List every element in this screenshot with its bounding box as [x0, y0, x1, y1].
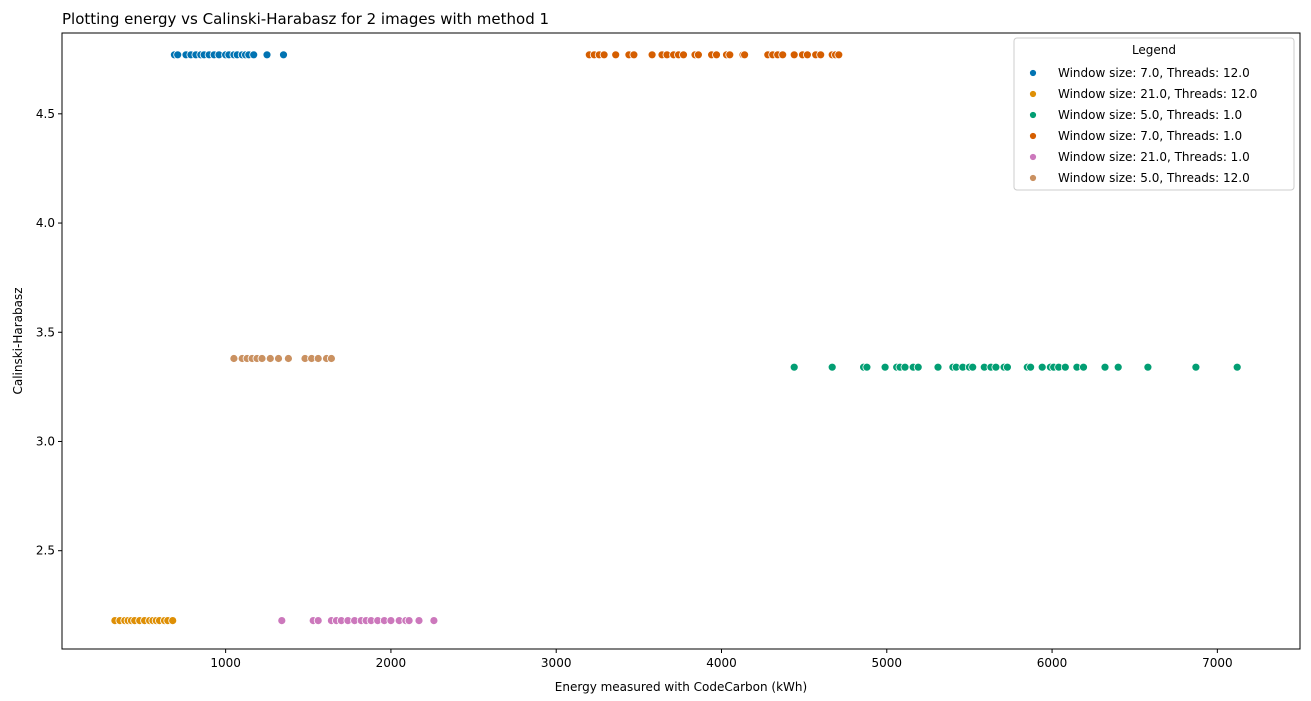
data-point: [1079, 362, 1088, 372]
data-point: [404, 616, 414, 625]
data-point: [789, 50, 799, 60]
data-point: [173, 50, 183, 60]
legend-entry: Window size: 7.0, Threads: 12.0: [1029, 66, 1250, 80]
data-point: [1113, 362, 1123, 372]
data-point: [1060, 362, 1070, 372]
data-point: [1143, 362, 1153, 372]
data-point: [168, 616, 178, 625]
series-4: [584, 50, 844, 60]
data-point: [313, 354, 323, 363]
series-1: [169, 50, 288, 60]
legend-label: Window size: 7.0, Threads: 1.0: [1058, 129, 1242, 143]
legend-title: Legend: [1132, 43, 1176, 57]
legend-marker: [1029, 90, 1037, 98]
legend-label: Window size: 21.0, Threads: 12.0: [1058, 87, 1257, 101]
data-point: [968, 362, 978, 372]
legend-box: [1013, 37, 1295, 191]
data-point: [862, 362, 872, 372]
legend-label: Window size: 7.0, Threads: 12.0: [1058, 66, 1250, 80]
data-point: [834, 50, 844, 60]
legend-entry: Window size: 7.0, Threads: 1.0: [1029, 129, 1242, 143]
data-point: [611, 50, 621, 60]
data-point: [900, 362, 910, 372]
data-point: [414, 616, 424, 625]
y-axis-label: Calinski-Harabasz: [11, 287, 25, 394]
data-point: [816, 50, 826, 60]
legend-label: Window size: 5.0, Threads: 12.0: [1058, 171, 1250, 185]
data-point: [274, 354, 283, 363]
plot-area: [110, 50, 1242, 625]
x-axis-ticks: 1000 2000 3000 4000 5000 6000 7000: [210, 649, 1233, 670]
legend-marker: [1029, 132, 1037, 140]
legend-label: Window size: 21.0, Threads: 1.0: [1058, 150, 1250, 164]
y-tick-label: 2.5: [36, 544, 55, 558]
data-point: [712, 50, 721, 60]
y-tick-label: 4.0: [36, 216, 55, 230]
data-point: [778, 50, 788, 60]
data-point: [679, 50, 688, 60]
data-point: [277, 616, 287, 625]
legend-marker: [1029, 111, 1037, 119]
legend-entry: Window size: 5.0, Threads: 1.0: [1029, 108, 1242, 122]
series-2: [110, 616, 178, 625]
data-point: [725, 50, 735, 60]
data-point: [913, 362, 923, 372]
data-point: [279, 50, 288, 60]
legend-label: Window size: 5.0, Threads: 1.0: [1058, 108, 1242, 122]
legend-entry: Window size: 21.0, Threads: 12.0: [1029, 87, 1257, 101]
legend-entries: Window size: 7.0, Threads: 12.0 Window si…: [1029, 66, 1257, 185]
data-point: [1191, 362, 1201, 372]
chart-title: Plotting energy vs Calinski-Harabasz for…: [62, 10, 549, 28]
data-point: [827, 362, 837, 372]
series-6: [229, 354, 336, 363]
data-point: [1026, 362, 1035, 372]
x-tick-label: 4000: [706, 656, 737, 670]
data-point: [265, 354, 275, 363]
data-point: [789, 362, 799, 372]
data-point: [249, 50, 259, 60]
data-point: [1100, 362, 1110, 372]
data-point: [313, 616, 323, 625]
data-point: [1232, 362, 1242, 372]
data-point: [599, 50, 609, 60]
data-point: [1003, 362, 1012, 372]
data-point: [803, 50, 812, 60]
data-point: [283, 354, 293, 363]
data-point: [740, 50, 749, 60]
y-tick-label: 4.5: [36, 107, 55, 121]
data-point: [694, 50, 703, 60]
x-tick-label: 2000: [376, 656, 407, 670]
plot-frame: [61, 32, 1301, 650]
x-tick-label: 7000: [1202, 656, 1233, 670]
data-point: [933, 362, 943, 372]
legend-entry: Window size: 5.0, Threads: 12.0: [1029, 171, 1250, 185]
legend: Legend Window size: 7.0, Threads: 12.0Wi…: [1013, 37, 1295, 191]
legend-marker: [1029, 174, 1037, 182]
data-point: [991, 362, 1001, 372]
data-point: [229, 354, 239, 363]
legend-marker: [1029, 69, 1037, 77]
data-point: [629, 50, 639, 60]
y-tick-label: 3.5: [36, 325, 55, 339]
x-tick-label: 5000: [872, 656, 903, 670]
x-tick-label: 6000: [1037, 656, 1068, 670]
x-tick-label: 3000: [541, 656, 572, 670]
legend-marker: [1029, 153, 1037, 161]
data-point: [262, 50, 272, 60]
data-point: [647, 50, 657, 60]
data-point: [326, 354, 336, 363]
series-5: [277, 616, 439, 625]
x-axis-label: Energy measured with CodeCarbon (kWh): [555, 680, 807, 694]
legend-entry: Window size: 21.0, Threads: 1.0: [1029, 150, 1250, 164]
data-point: [386, 616, 396, 625]
x-tick-label: 1000: [210, 656, 241, 670]
data-point: [1037, 362, 1047, 372]
data-point: [257, 354, 267, 363]
series-3: [789, 362, 1242, 372]
y-axis-ticks: 2.5 3.0 3.5 4.0 4.5: [36, 107, 62, 558]
y-tick-label: 3.0: [36, 434, 55, 448]
data-point: [429, 616, 439, 625]
data-point: [880, 362, 890, 372]
